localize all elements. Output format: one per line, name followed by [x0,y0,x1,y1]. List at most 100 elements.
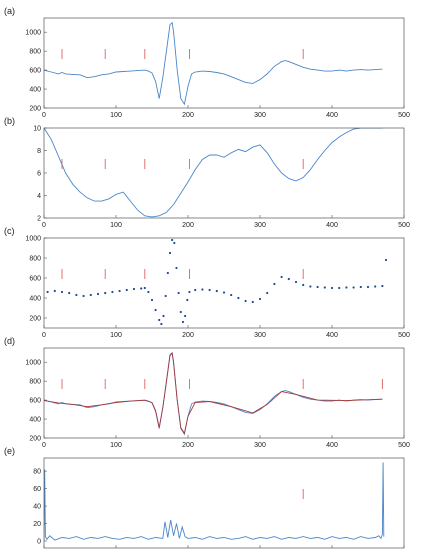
x-tick-label: 0 [42,112,46,119]
x-tick-label: 300 [254,442,266,449]
x-tick-label: 400 [326,112,338,119]
y-tick-label: 600 [29,276,41,283]
data-point [53,289,56,293]
data-point [184,314,187,318]
data-point [164,294,167,298]
data-point [160,322,163,326]
y-tick-label: 800 [29,379,41,386]
axes-frame [43,457,405,549]
data-point [140,287,143,290]
data-point [168,251,172,255]
data-point [366,285,370,289]
x-tick-label: 100 [110,222,122,229]
panel-label: (a) [4,6,15,16]
x-tick-label: 0 [42,222,46,229]
data-point [222,291,226,294]
y-tick-label: 400 [29,417,41,424]
data-point [166,271,169,275]
data-point [215,289,218,293]
y-tick-label: 40 [33,504,41,511]
y-tick-label: 400 [29,296,41,303]
x-tick-label: 200 [182,442,194,449]
y-tick-label: 6 [37,171,41,178]
series-line-1 [44,462,385,542]
data-point [46,290,49,294]
y-tick-label: 4 [37,193,41,200]
y-tick-label: 10 [33,126,41,133]
axes-frame [43,127,405,219]
x-tick-label: 200 [182,222,194,229]
series-line-1 [44,128,383,218]
panel-1: (a) 0 100 200 300 400 500 200 400 600 800 1000 [4,6,410,119]
x-tick-label: 400 [326,222,338,229]
x-tick-label: 200 [182,112,194,119]
y-tick-label: 600 [29,68,41,75]
y-tick-label: 800 [29,49,41,56]
data-point [244,299,247,303]
axes-frame [43,347,405,439]
x-tick-label: 500 [398,222,410,229]
plot-area [44,128,383,218]
data-point [143,286,146,290]
x-tick-label: 300 [254,332,266,339]
data-point [158,318,161,322]
data-point [75,293,78,297]
y-tick-label: 1000 [25,30,41,37]
x-tick-label: 500 [398,332,410,339]
y-tick-label: 800 [29,256,41,263]
plot-area [44,462,385,542]
data-point [147,290,150,294]
data-point [60,290,64,294]
data-point [96,292,100,296]
x-tick-label: 300 [254,112,266,119]
data-point [175,266,178,270]
axes-frame [43,17,405,109]
plot-area [44,21,383,106]
x-tick-label: 100 [110,112,122,119]
y-tick-label: 60 [33,486,41,493]
panel-label: (d) [4,336,15,346]
data-point [352,286,355,289]
data-point [345,286,348,289]
x-tick-label: 300 [254,222,266,229]
data-point [118,289,121,293]
x-tick-label: 400 [326,442,338,449]
x-tick-label: 100 [110,442,122,449]
y-tick-label: 8 [37,148,41,155]
data-point [104,291,107,295]
y-tick-label: 600 [29,398,41,405]
data-point [237,296,240,300]
data-point [381,284,384,288]
y-tick-label: 80 [33,469,41,476]
y-tick-label: 200 [29,316,41,323]
y-tick-label: 1000 [25,236,41,243]
data-point [188,290,191,294]
data-point [330,286,334,290]
x-tick-label: 200 [182,332,194,339]
data-point [186,298,189,302]
data-point [266,291,269,295]
axes-frame [43,237,405,329]
x-tick-label: 0 [42,442,46,449]
data-point [384,258,388,262]
data-point [208,288,211,292]
data-point [173,241,176,245]
series-line-1 [44,21,383,106]
data-point [359,285,362,289]
y-tick-label: 200 [29,436,41,443]
data-point [150,298,154,302]
y-tick-label: 0 [37,539,41,546]
panel-5: (e)0100200300400500020406080 [4,446,405,549]
y-tick-label: 20 [33,521,41,528]
data-point [302,283,305,287]
x-tick-label: 500 [398,442,410,449]
data-point [162,314,165,318]
series-line-2 [44,352,383,435]
y-tick-label: 200 [29,106,41,113]
data-point [82,294,85,298]
data-point [181,320,185,324]
x-tick-label: 100 [110,332,122,339]
series-line-1 [44,351,383,436]
x-tick-label: 400 [326,332,338,339]
